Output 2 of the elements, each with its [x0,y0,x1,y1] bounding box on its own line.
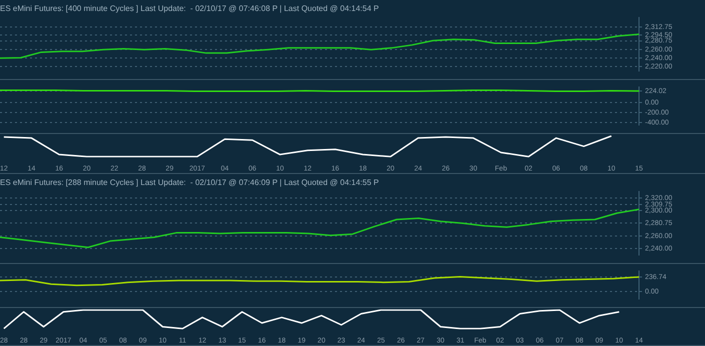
chart-title: ES eMini Futures: [400 minute Cycles ] Last Update: - 02/10/17 @ 07:46:08 P | Last Quoted @ 04:14:54 P [0,4,379,14]
chart-title: ES eMini Futures: [288 minute Cycles ] Last Update: - 02/10/17 @ 07:46:09 P | Last Quoted @ 04:14:55 P [0,178,379,188]
